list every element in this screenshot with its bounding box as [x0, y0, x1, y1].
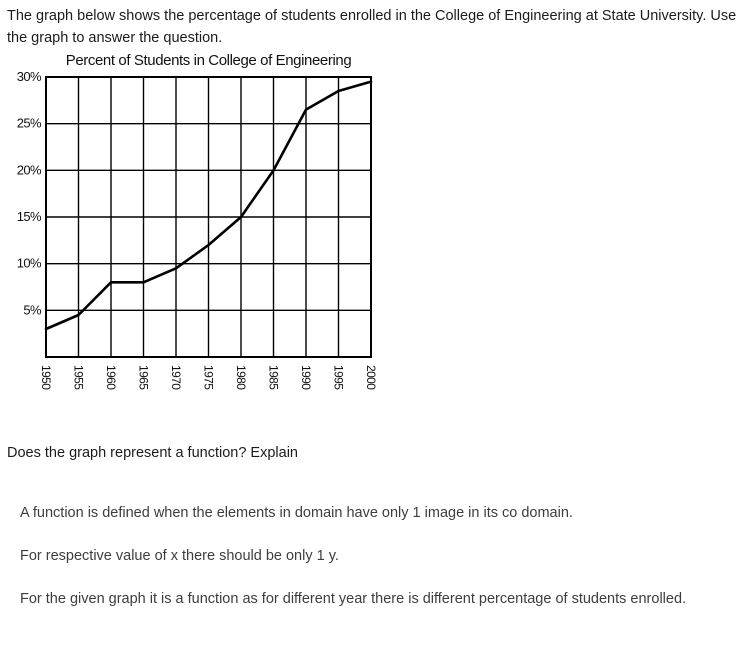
x-tick-label: 1975	[202, 365, 216, 390]
y-tick-label: 20%	[17, 162, 42, 177]
x-tick-label: 1970	[169, 365, 183, 390]
x-tick-label: 1990	[299, 365, 313, 390]
x-tick-label: 2000	[364, 365, 378, 390]
plot-border	[45, 76, 372, 358]
y-tick-label: 5%	[23, 302, 42, 317]
intro-text: The graph below shows the percentage of …	[7, 8, 737, 46]
data-line	[44, 80, 373, 331]
x-tick-label: 1980	[234, 365, 248, 390]
x-tick-label: 1995	[332, 365, 346, 390]
question-text: Does the graph represent a function? Exp…	[7, 445, 298, 461]
answer-line: A function is defined when the elements …	[20, 505, 573, 521]
x-tick-label: 1985	[267, 365, 281, 390]
y-tick-label: 10%	[17, 256, 42, 271]
x-tick-label: 1955	[72, 365, 86, 390]
x-tick-label: 1950	[39, 365, 53, 390]
x-tick-label: 1965	[137, 365, 151, 390]
line-chart: 5% 10% 15% 20% 25% 30% 1950 1955 1960 1965 1970 197…	[17, 71, 378, 390]
answer-line: For the given graph it is a function as …	[20, 591, 687, 607]
answer-line: For respective value of x there should b…	[20, 548, 339, 564]
x-tick-label: 1960	[104, 365, 118, 390]
y-tick-label: 15%	[17, 209, 42, 224]
y-tick-label: 25%	[17, 116, 42, 131]
answer-block: A function is defined when the elements …	[20, 503, 726, 632]
chart: Percent of Students in College of Engine…	[0, 52, 420, 417]
y-tick-label: 30%	[17, 71, 42, 84]
chart-title: Percent of Students in College of Engine…	[65, 52, 352, 69]
